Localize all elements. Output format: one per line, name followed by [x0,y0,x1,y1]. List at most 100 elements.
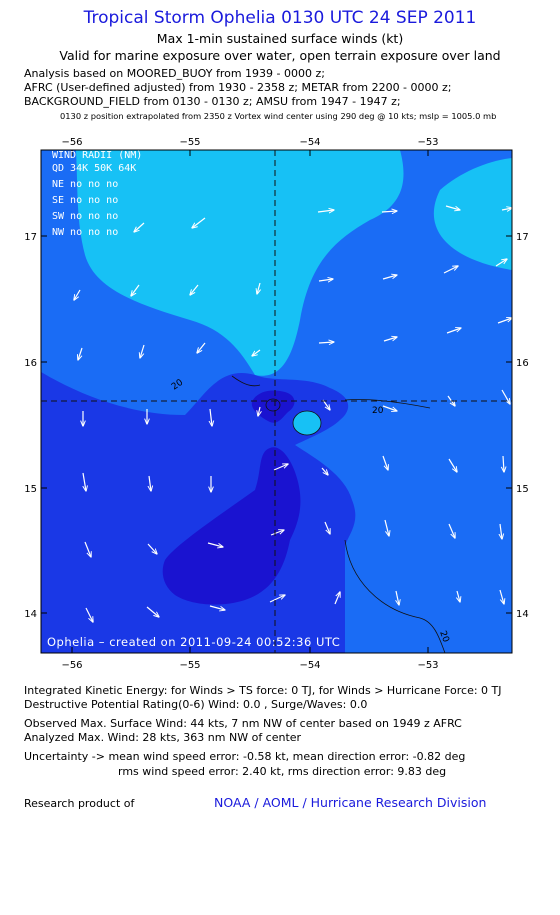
wind-vector-arrow [318,279,333,281]
analysis-line: Analysis based on MOORED_BUOY from 1939 … [24,67,325,80]
analysis-line: AFRC (User-defined adjusted) from 1930 -… [24,81,452,94]
lat-tick-label: 14 [516,609,529,620]
valid-line: Valid for marine exposure over water, op… [59,48,501,63]
wind-vector-arrow [270,530,284,536]
lon-tick-label: −53 [417,137,438,148]
lat-tick-label: 16 [516,358,529,369]
wind-map: −56 −55 −54 −53 −56 −55 −54 −53 17 16 15… [24,137,529,671]
wind-zone-core [265,398,281,412]
wind-vector-arrow [252,349,261,356]
wind-vector-arrow [457,590,460,602]
wind-zone-medium [292,410,322,436]
wind-radii-row: SW no no no [52,211,118,222]
wind-vector-arrow [317,210,334,212]
lon-tick-label: −53 [417,660,438,671]
page-title: Tropical Storm Ophelia 0130 UTC 24 SEP 2… [83,8,477,28]
wind-vector-arrow [446,328,461,334]
lon-tick-label: −54 [299,137,320,148]
wind-vector-arrow [448,458,457,472]
wind-vector-arrow [384,519,389,536]
lon-tick-label: −56 [61,137,82,148]
wind-vector-arrow [84,541,91,557]
wind-vector-arrow [190,284,199,295]
wind-vector-arrow [318,342,334,343]
wind-vector-arrow [445,205,460,210]
org-link[interactable]: NOAA / AOML / Hurricane Research Divisio… [214,795,487,810]
research-label: Research product of [24,797,135,810]
lat-tick-label: 15 [516,484,529,495]
wind-vector-arrow [192,217,206,228]
wind-vector-arrow [83,472,86,491]
wind-vector-arrow [209,605,225,610]
lat-tick-label: 15 [24,484,37,495]
analyzed-max-line: Analyzed Max. Wind: 28 kts, 363 nm NW of… [24,731,302,744]
ike-line: Integrated Kinetic Energy: for Winds > T… [24,684,502,697]
lon-tick-label: −55 [179,137,200,148]
wind-vector-arrow [382,455,388,470]
wind-vector-arrow [501,208,512,210]
wind-vector-arrow [147,543,157,554]
wind-vector-arrow [383,337,397,342]
wind-vector-arrow [381,211,397,212]
wind-vector-arrow [396,590,399,605]
contour-label: 20 [437,630,450,644]
wind-vector-arrow [149,475,151,491]
wind-radii-table: WIND RADII (NM) QD 34K 50K 64K NE no no … [52,150,142,238]
wind-vector-arrow [207,542,223,547]
wind-vector-arrow [443,266,458,274]
wind-radii-row: SE no no no [52,195,118,206]
lon-tick-label: −55 [179,660,200,671]
wind-vector-arrow [321,467,328,475]
uncertainty-line: Uncertainty -> mean wind speed error: -0… [24,750,466,763]
contour-line-20 [231,375,261,387]
wind-vector-arrow [74,289,81,300]
map-credit: Ophelia – created on 2011-09-24 00:52:36… [47,635,340,649]
observed-max-line: Observed Max. Surface Wind: 44 kts, 7 nm… [24,717,462,730]
lat-tick-label: 17 [516,232,529,243]
wind-vector-arrow [131,284,140,296]
contour-line-20 [344,539,446,653]
wind-zone-darkest [162,447,301,605]
wind-vector-arrow [495,259,507,267]
axis-ticks [41,150,512,653]
wind-zone-dark [41,372,356,653]
wind-vector-arrow [500,523,502,539]
wind-vector-arrow [382,405,397,411]
uncertainty-line: rms wind speed error: 2.40 kt, rms direc… [118,765,447,778]
wind-vector-arrow [501,389,510,404]
wind-vector-arrow [258,406,260,416]
wind-vector-arrow [503,455,504,472]
wind-zone-light [433,158,512,270]
wind-radii-row: NW no no no [52,227,118,238]
lat-tick-label: 14 [24,609,37,620]
lon-tick-label: −56 [61,660,82,671]
wind-vector-arrow [134,222,145,232]
wind-radii-columns: QD 34K 50K 64K [52,163,136,174]
wind-vector-arrow [499,589,504,604]
wind-vector-arrow [448,523,455,538]
subtitle: Max 1-min sustained surface winds (kt) [156,31,404,46]
wind-vector-arrow [497,318,512,324]
wind-vector-arrow [257,282,260,294]
wind-vector-arrow [140,344,145,358]
analysis-line: BACKGROUND_FIELD from 0130 - 0130 z; AMS… [24,95,401,108]
wind-vector-arrow [210,408,212,426]
contour-label: 20 [372,406,384,416]
lon-tick-label: −54 [299,660,320,671]
position-note: 0130 z position extrapolated from 2350 z… [60,111,497,121]
wind-vector-arrow [322,399,330,410]
wind-radii-header: WIND RADII (NM) [52,150,142,161]
wind-vector-arrow [78,347,83,360]
wind-zone-light [76,150,404,376]
wind-vectors [74,205,512,622]
wind-vector-arrow [324,521,330,534]
wind-vector-arrow [269,595,285,603]
lat-tick-label: 16 [24,358,37,369]
wind-radii-row: NE no no no [52,179,118,190]
wind-vector-arrow [85,607,93,622]
wind-vector-arrow [146,606,159,617]
wind-vector-arrow [197,342,206,353]
lat-tick-label: 17 [24,232,37,243]
wind-vector-arrow [334,592,340,605]
wind-vector-arrow [382,275,397,280]
